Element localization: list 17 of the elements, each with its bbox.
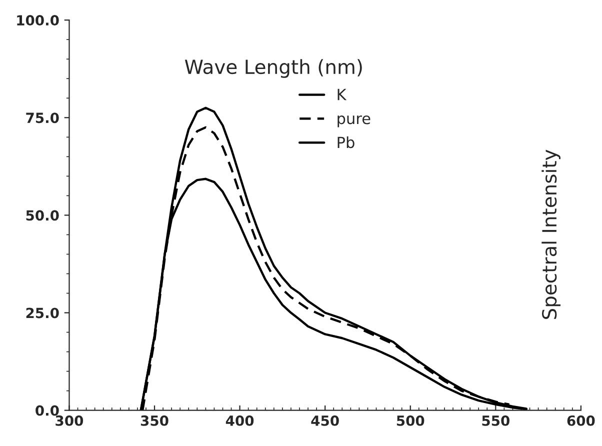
x-tick-label: 450 (311, 415, 339, 426)
y-tick-label: 75.0 (26, 112, 59, 124)
x-tick-label: 600 (567, 415, 595, 426)
x-tick-label: 400 (226, 415, 254, 426)
y-tick-label: 100.0 (17, 15, 59, 26)
y-tick-label: 50.0 (26, 210, 59, 221)
legend-label: K (338, 88, 347, 100)
x-axis-title: Wave Length (nm) (184, 59, 362, 78)
x-tick-label: 350 (140, 415, 168, 426)
y-axis-title: Spectral Intensity (542, 150, 560, 319)
y-tick-label: 25.0 (26, 308, 59, 318)
y-tick-label: 0.0 (36, 405, 59, 416)
legend-label: Pb (338, 136, 354, 148)
legend-label: pure (338, 115, 370, 128)
x-tick-label: 550 (482, 415, 510, 426)
x-tick-label: 500 (396, 415, 424, 426)
x-tick-label: 300 (56, 415, 84, 426)
